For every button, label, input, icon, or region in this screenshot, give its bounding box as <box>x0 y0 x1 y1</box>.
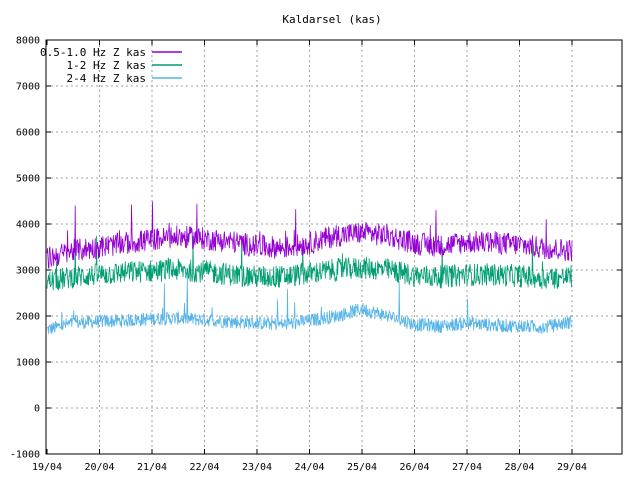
x-tick-label: 19/04 <box>32 462 62 473</box>
plot-frame <box>45 39 623 455</box>
axes: -1000 0 1000 2000 3000 4000 5000 6000 7000 8000 19… <box>10 36 622 473</box>
x-tick-label: 23/04 <box>242 462 272 473</box>
x-tick-label: 21/04 <box>137 462 167 473</box>
legend-label: 2-4 Hz Z kas <box>67 72 146 85</box>
x-tick-label: 25/04 <box>347 462 377 473</box>
series-line <box>46 273 573 334</box>
series-line <box>46 235 573 291</box>
y-tick-label: 2000 <box>16 312 40 323</box>
x-tick-label: 24/04 <box>294 462 324 473</box>
x-tick-label: 26/04 <box>399 462 429 473</box>
y-tick-label: 4000 <box>16 220 40 231</box>
series-line <box>46 201 573 269</box>
x-tick-label: 28/04 <box>504 462 534 473</box>
y-tick-label: 0 <box>34 404 40 415</box>
y-tick-label: 1000 <box>16 358 40 369</box>
y-tick-label: 3000 <box>16 266 40 277</box>
y-tick-label: -1000 <box>10 450 40 461</box>
x-tick-label: 22/04 <box>189 462 219 473</box>
y-tick-label: 7000 <box>16 82 40 93</box>
y-tick-label: 8000 <box>16 36 40 47</box>
x-tick-label: 29/04 <box>557 462 587 473</box>
y-tick-label: 6000 <box>16 128 40 139</box>
x-tick-label: 27/04 <box>452 462 482 473</box>
series-layer <box>46 201 573 334</box>
legend-label: 1-2 Hz Z kas <box>67 59 146 72</box>
x-tick-label: 20/04 <box>84 462 114 473</box>
legend-label: 0.5-1.0 Hz Z kas <box>40 46 146 59</box>
y-tick-label: 5000 <box>16 174 40 185</box>
chart-title: Kaldarsel (kas) <box>282 13 381 26</box>
